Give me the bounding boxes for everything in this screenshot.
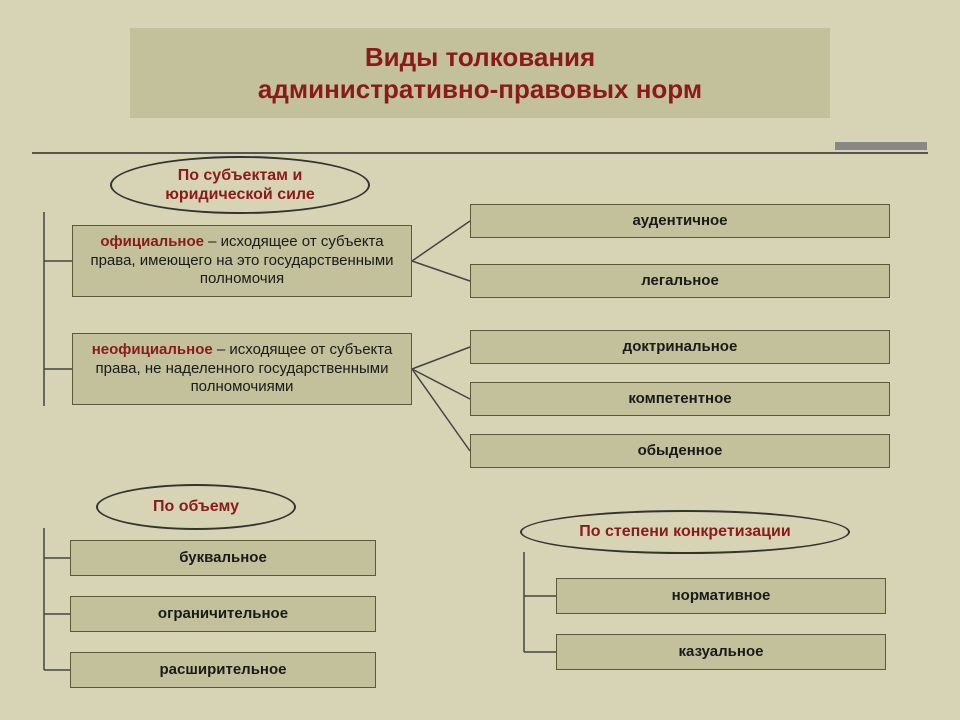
box-literal: буквальное	[70, 540, 376, 576]
box-legal: легальное	[470, 264, 890, 298]
box-normative: нормативное	[556, 578, 886, 614]
ellipse-subjects: По субъектам и юридической силе	[110, 156, 370, 214]
box-competent: компетентное	[470, 382, 890, 416]
title-text: Виды толкованияадминистративно-правовых …	[258, 41, 702, 106]
box-official: официальное – исходящее от субъекта прав…	[72, 225, 412, 297]
box-ordinary: обыденное	[470, 434, 890, 468]
box-extensive: расширительное	[70, 652, 376, 688]
ellipse-volume: По объему	[96, 484, 296, 530]
box-authentic: аудентичное	[470, 204, 890, 238]
box-unofficial: неофициальное – исходящее от субъекта пр…	[72, 333, 412, 405]
divider-line	[32, 152, 928, 154]
divider-accent	[835, 142, 927, 150]
box-restrictive: ограничительное	[70, 596, 376, 632]
ellipse-concretization: По степени конкретизации	[520, 510, 850, 554]
box-casual: казуальное	[556, 634, 886, 670]
box-doctrinal: доктринальное	[470, 330, 890, 364]
title-box: Виды толкованияадминистративно-правовых …	[130, 28, 830, 118]
